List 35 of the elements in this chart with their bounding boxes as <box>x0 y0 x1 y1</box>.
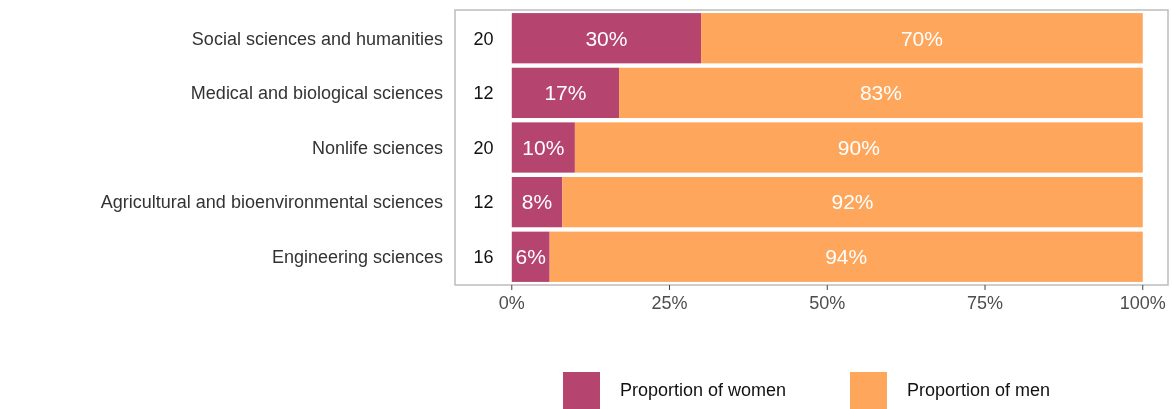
data-label: 70% <box>900 26 943 50</box>
bar <box>619 67 1143 118</box>
annotation: 20 <box>473 28 494 49</box>
data-label: 92% <box>831 190 874 214</box>
annotation: 16 <box>473 247 494 268</box>
data-label: 17% <box>544 81 587 105</box>
bar <box>511 13 702 64</box>
y-tick-label: Medical and biological sciences <box>190 83 443 104</box>
annotation: 12 <box>473 83 494 104</box>
legend-label: Proportion of women <box>620 380 787 401</box>
annotation: 12 <box>473 192 494 213</box>
x-tick-label: 100% <box>1119 293 1166 313</box>
data-label: 6% <box>515 245 546 269</box>
legend-label: Proportion of men <box>907 380 1051 401</box>
bar <box>701 13 1143 64</box>
annotation: 20 <box>473 137 494 158</box>
y-tick-label: Nonlife sciences <box>311 137 443 158</box>
bar <box>511 122 575 173</box>
bar <box>562 177 1143 228</box>
data-label: 83% <box>859 81 902 105</box>
x-tick-label: 25% <box>651 293 688 313</box>
data-label: 30% <box>585 26 628 50</box>
y-tick-label: Social sciences and humanities <box>191 28 443 49</box>
x-tick-label: 0% <box>498 293 525 313</box>
data-label: 8% <box>521 190 553 214</box>
data-label: 90% <box>837 135 880 159</box>
bar <box>549 231 1143 282</box>
data-label: 94% <box>825 245 868 269</box>
x-tick-label: 75% <box>967 293 1004 313</box>
data-label: 10% <box>522 135 565 159</box>
y-tick-label: Agricultural and bioenvironmental sciences <box>100 192 443 213</box>
y-tick-label: Engineering sciences <box>271 247 443 268</box>
bar <box>511 67 620 118</box>
x-tick-label: 50% <box>809 293 846 313</box>
bar <box>574 122 1143 173</box>
